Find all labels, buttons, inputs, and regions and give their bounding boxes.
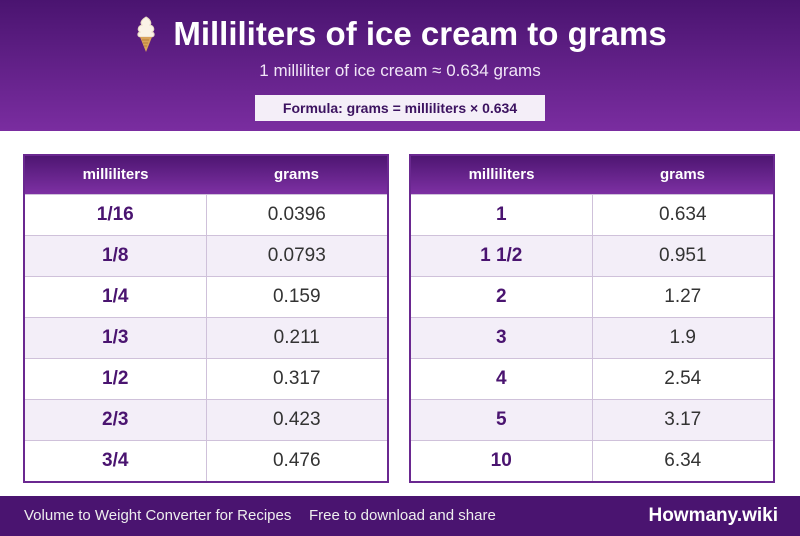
column-header-milliliters: milliliters [82, 166, 149, 183]
table-row: 3/4 0.476 [25, 440, 387, 481]
table-row: 2/3 0.423 [25, 399, 387, 440]
footer: Volume to Weight Converter for Recipes F… [0, 496, 800, 536]
footer-tagline: Volume to Weight Converter for Recipes [24, 507, 292, 524]
grams-cell: 0.211 [273, 327, 320, 348]
column-header-grams: grams [273, 166, 320, 183]
table-header: milliliters grams [411, 156, 773, 194]
table-row: 1/2 0.317 [25, 358, 387, 399]
table-row: 3 1.9 [411, 317, 773, 358]
table-row: 4 2.54 [411, 358, 773, 399]
column-header-grams: grams [659, 166, 706, 183]
milliliters-cell: 10 [411, 441, 593, 481]
grams-cell: 0.423 [272, 409, 321, 430]
table-row: 2 1.27 [411, 276, 773, 317]
table-row: 1 0.634 [411, 194, 773, 235]
table-row: 1/8 0.0793 [25, 235, 387, 276]
milliliters-cell: 1 [411, 195, 593, 235]
grams-cell: 3.17 [664, 409, 702, 430]
table-row: 1/4 0.159 [25, 276, 387, 317]
grams-cell: 1.9 [669, 327, 696, 348]
grams-cell: 1.27 [664, 286, 702, 307]
milliliters-cell: 1/4 [25, 277, 207, 317]
table-row: 1 1/2 0.951 [411, 235, 773, 276]
brand-logo[interactable]: Howmany.wiki [648, 505, 778, 526]
grams-cell: 0.0396 [267, 204, 326, 225]
header: Milliliters of ice cream to grams 1 mill… [0, 0, 800, 131]
footer-share-note: Free to download and share [309, 507, 496, 524]
table-row: 10 6.34 [411, 440, 773, 481]
milliliters-cell: 5 [411, 400, 593, 440]
grams-cell: 0.0793 [267, 245, 326, 266]
table-row: 5 3.17 [411, 399, 773, 440]
conversion-table-right: milliliters grams 1 0.634 1 1/2 0.951 2 1.2… [409, 154, 775, 483]
table-row: 1/16 0.0396 [25, 194, 387, 235]
milliliters-cell: 1/2 [25, 359, 207, 399]
subtitle: 1 milliliter of ice cream ≈ 0.634 grams [259, 61, 541, 80]
ice-cream-icon [133, 15, 159, 53]
milliliters-cell: 2 [411, 277, 593, 317]
milliliters-cell: 4 [411, 359, 593, 399]
formula-box: Formula: grams = milliliters × 0.634 [255, 95, 545, 121]
grams-cell: 2.54 [664, 368, 702, 389]
milliliters-cell: 2/3 [25, 400, 207, 440]
title-text: Milliliters of ice cream to grams [173, 15, 667, 52]
table-header: milliliters grams [25, 156, 387, 194]
grams-cell: 0.476 [272, 450, 321, 471]
grams-cell: 0.317 [272, 368, 321, 389]
page-title: Milliliters of ice cream to grams [0, 12, 800, 56]
grams-cell: 0.951 [658, 245, 707, 266]
milliliters-cell: 1/8 [25, 236, 207, 276]
milliliters-cell: 1/16 [25, 195, 207, 235]
grams-cell: 0.634 [658, 204, 707, 225]
table-row: 1/3 0.211 [25, 317, 387, 358]
milliliters-cell: 3 [411, 318, 593, 358]
milliliters-cell: 1 1/2 [411, 236, 593, 276]
column-header-milliliters: milliliters [468, 166, 535, 183]
grams-cell: 0.159 [272, 286, 321, 307]
milliliters-cell: 1/3 [25, 318, 207, 358]
milliliters-cell: 3/4 [25, 441, 207, 481]
conversion-table-left: milliliters grams 1/16 0.0396 1/8 0.0793 1… [23, 154, 389, 483]
grams-cell: 6.34 [664, 450, 702, 471]
